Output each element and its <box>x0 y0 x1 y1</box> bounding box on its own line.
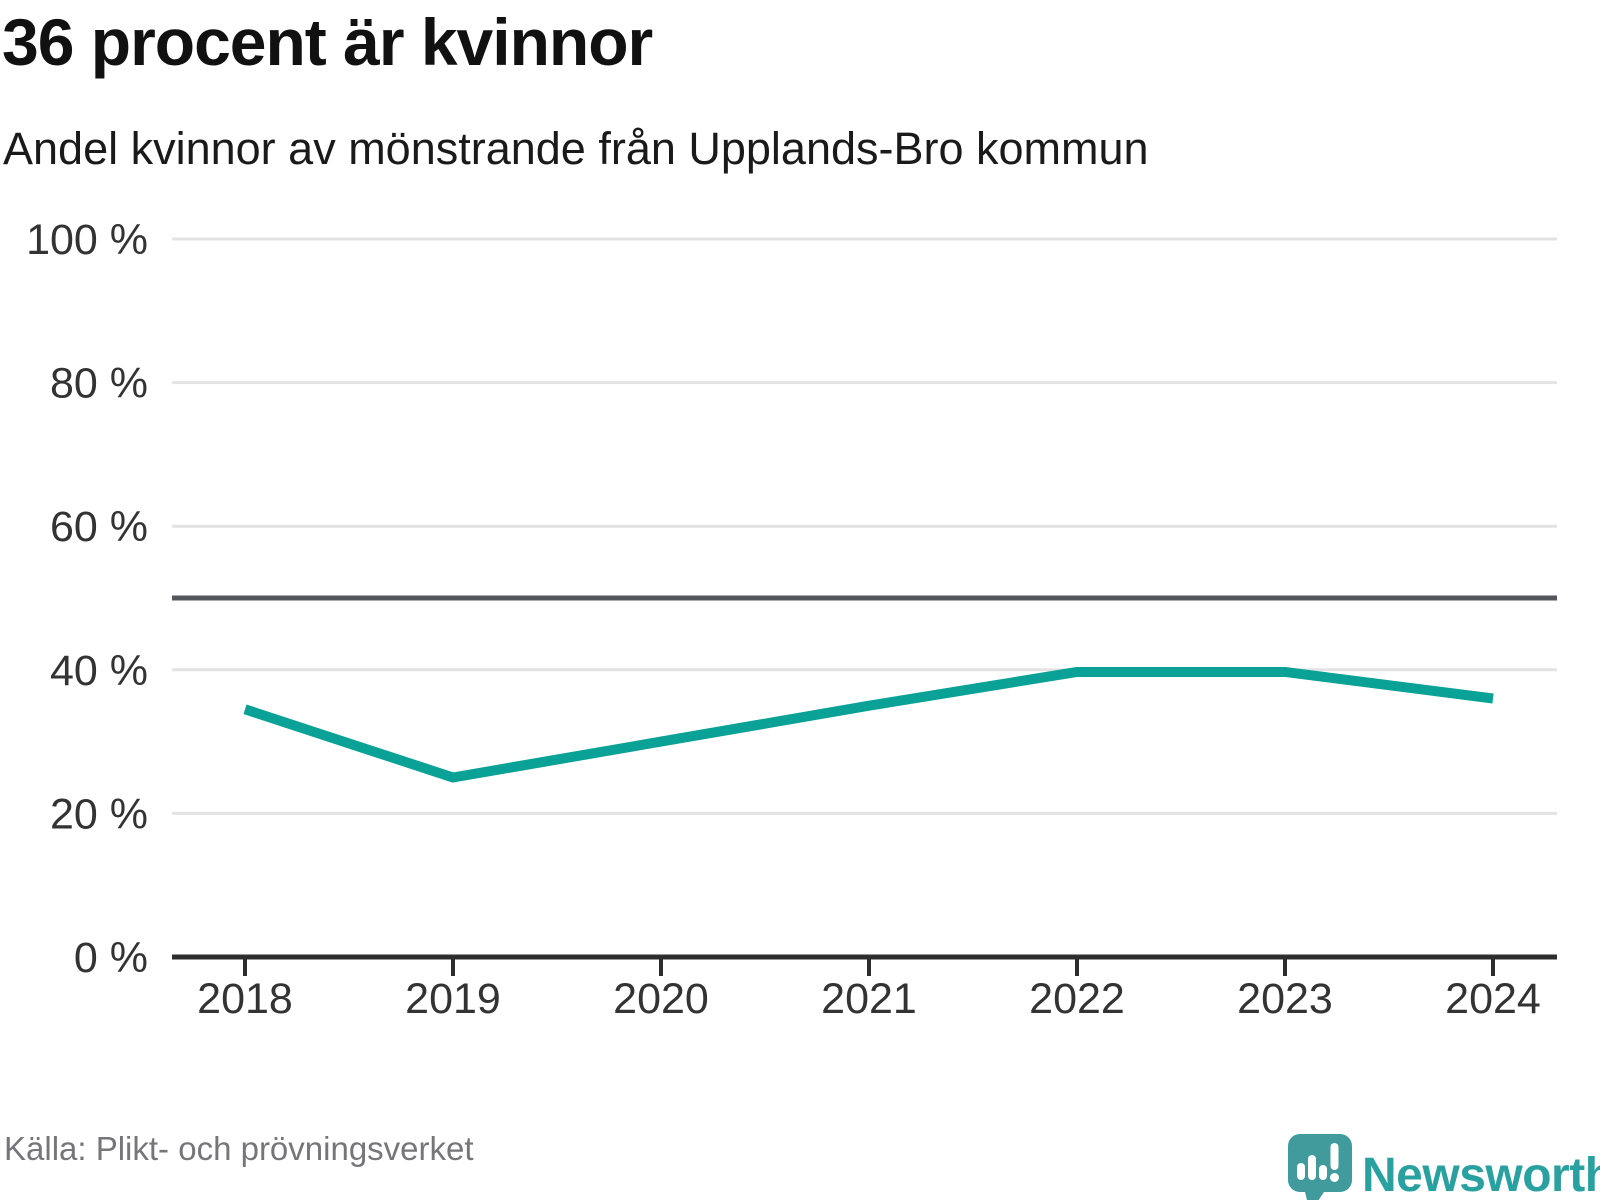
bar-chart-icon <box>1297 1143 1339 1182</box>
chart-title: 36 procent är kvinnor <box>2 5 653 79</box>
y-axis-label: 40 % <box>50 647 148 695</box>
y-axis-label: 20 % <box>50 790 148 838</box>
y-axis-label: 100 % <box>26 216 148 264</box>
x-axis-label: 2018 <box>197 975 293 1023</box>
source-note: Källa: Plikt- och prövningsverket <box>4 1130 474 1167</box>
y-axis-label: 60 % <box>50 503 148 551</box>
y-axis-label: 0 % <box>74 934 148 982</box>
x-axis-label: 2020 <box>613 975 709 1023</box>
chart-subtitle: Andel kvinnor av mönstrande från Uppland… <box>3 123 1149 174</box>
x-axis-label: 2019 <box>405 975 501 1023</box>
x-axis-label: 2022 <box>1029 975 1125 1023</box>
y-axis-label: 80 % <box>50 360 148 408</box>
speech-bubble-icon <box>1288 1134 1352 1200</box>
x-axis-label: 2023 <box>1237 975 1333 1023</box>
x-axis-label: 2024 <box>1445 975 1541 1023</box>
newsworthy-logo-text[interactable]: Newsworthy <box>1362 1149 1600 1200</box>
newsworthy-logo-icon[interactable] <box>1288 1134 1352 1200</box>
x-axis-label: 2021 <box>821 975 917 1023</box>
data-line <box>243 666 1494 783</box>
